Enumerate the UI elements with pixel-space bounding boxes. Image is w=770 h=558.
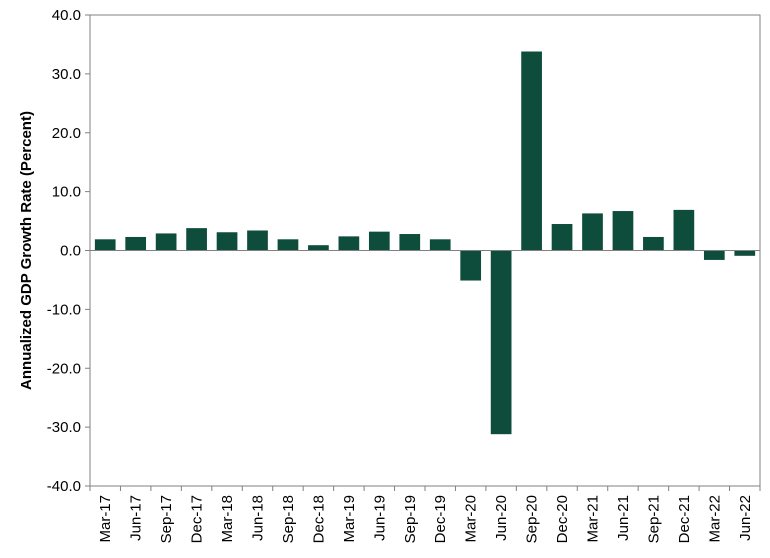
x-tick-label: Dec-18 [310,495,327,543]
bar-dec-19 [429,239,451,251]
bar-dec-17 [186,228,207,251]
y-tick-label: -40.0 [47,478,81,495]
x-tick-label: Jun-20 [493,495,510,541]
bar-jun-18 [247,230,268,251]
x-tick-label: Jun-21 [615,495,632,541]
x-tick-label: Jun-22 [737,495,754,541]
bar-jun-20 [490,250,512,435]
bar-sep-21 [643,236,664,251]
x-tick-label: Dec-17 [189,495,206,543]
x-tick-label: Mar-17 [97,495,114,543]
bar-dec-20 [551,224,573,251]
bar-series [94,51,756,435]
x-tick-label: Mar-18 [219,495,236,543]
x-tick-label: Dec-20 [554,495,571,543]
y-tick-label: -20.0 [47,360,81,377]
x-tick-label: Mar-19 [341,495,358,543]
x-tick-label: Sep-17 [158,495,175,543]
x-tick-label: Jun-18 [250,495,267,541]
bar-dec-21 [673,209,695,251]
bar-sep-19 [399,234,421,251]
bar-jun-17 [125,236,147,251]
bar-mar-18 [216,232,238,251]
bar-mar-20 [460,250,482,281]
x-tick-label: Sep-18 [280,495,297,543]
x-tick-label: Dec-19 [432,495,449,543]
x-tick-label: Dec-21 [676,495,693,543]
bar-mar-22 [703,250,725,260]
bar-jun-21 [612,211,634,251]
y-tick-label: 0.0 [60,243,81,260]
x-tick-label: Jun-17 [128,495,145,541]
x-tick-label: Mar-22 [706,495,723,543]
bar-sep-20 [521,51,542,251]
bar-dec-18 [308,245,329,251]
y-tick-label: -10.0 [47,301,81,318]
bar-jun-19 [368,231,390,251]
y-tick-label: 30.0 [52,66,81,83]
y-axis-title: Annualized GDP Growth Rate (Percent) [18,111,35,390]
bar-mar-19 [338,236,360,251]
y-tick-label: 20.0 [52,125,81,142]
x-tick-label: Mar-21 [585,495,602,543]
x-tick-label: Sep-21 [645,495,662,543]
x-axis: Mar-17 Jun-17 Sep-17 Dec-17 Mar-18 Jun-18 Sep-… [89,486,761,543]
bar-mar-21 [582,213,603,251]
bar-mar-17 [94,239,116,251]
x-tick-label: Sep-20 [524,495,541,543]
x-tick-label: Mar-20 [463,495,480,543]
bar-sep-17 [155,233,177,251]
bar-jun-22 [734,250,756,256]
x-tick-label: Jun-19 [371,495,388,541]
bar-sep-18 [277,239,299,251]
y-tick-label: -30.0 [47,419,81,436]
y-axis: 40.0 30.0 20.0 10.0 0.0 -10.0 -20.0 -30.0 -40.0 [47,7,90,495]
y-tick-label: 10.0 [52,184,81,201]
y-tick-label: 40.0 [52,7,81,24]
x-tick-label: Sep-19 [402,495,419,543]
